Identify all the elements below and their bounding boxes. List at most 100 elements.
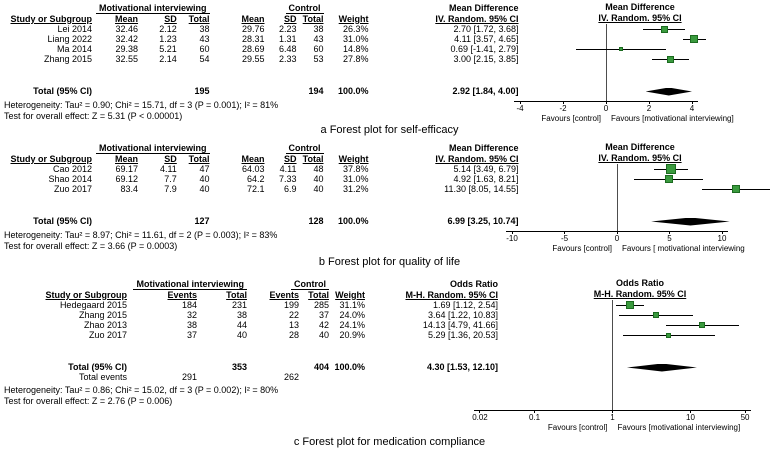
panel-caption-b: b Forest plot for quality of life <box>318 256 461 268</box>
col-mi-sd: SD <box>164 13 177 24</box>
plot-header: Mean Difference IV. Random. 95% CI <box>510 2 770 24</box>
plot-effect-model-label: IV. Random. 95% CI <box>598 13 682 23</box>
study-name-cell: Lei 2014 <box>57 24 92 34</box>
ctrl-events-cell: 13 <box>288 320 299 330</box>
ctrl-events-cell: 28 <box>288 330 299 340</box>
mi-total-cell: 40 <box>199 174 210 184</box>
favours-left-label: Favours [control] <box>552 244 612 253</box>
mi-mean-cell: 32.46 <box>115 24 139 34</box>
favours-right-label: Favours [ motivational interviewing <box>622 244 745 253</box>
study-row: Zhang 2015 32 38 22 37 24.0% 3.64 [1.22,… <box>4 310 500 320</box>
axis-tick-label: 0 <box>603 104 609 113</box>
effect-measure-header: Odds Ratio <box>449 278 498 289</box>
group1-label: Motivational interviewing <box>96 2 210 14</box>
mi-mean-cell: 29.38 <box>115 44 139 54</box>
mi-total-sum-cell: 353 <box>231 362 247 372</box>
ctrl-events-cell: 199 <box>283 300 299 310</box>
column-header-row: Study or Subgroup Events Total Events To… <box>4 289 500 300</box>
total-label-cell: Total (95% CI) <box>33 86 92 96</box>
axis-tick-label: 4 <box>689 104 695 113</box>
plot-header: Odds Ratio M-H. Random. 95% CI <box>510 278 770 300</box>
ctrl-sd-cell: 7.33 <box>278 174 297 184</box>
mi-total-sum-cell: 195 <box>194 86 210 96</box>
study-name-cell: Zhang 2015 <box>78 310 127 320</box>
total-effect-ci-cell: 2.92 [1.84, 4.00] <box>452 86 519 96</box>
group2-label: Control <box>291 278 329 290</box>
favours-left-label: Favours [control] <box>541 114 601 123</box>
group-header-row: Motivational interviewing Control Mean D… <box>4 2 521 14</box>
total-label-cell: Total (95% CI) <box>68 362 127 372</box>
total-weight-cell: 100.0% <box>337 216 369 226</box>
total-weight-cell: 100.0% <box>334 362 365 372</box>
axis-tick <box>564 231 565 234</box>
effect-ci-cell: 3.00 [2.15, 3.85] <box>453 54 519 64</box>
mi-sd-cell: 1.23 <box>159 34 177 44</box>
weight-cell: 24.1% <box>339 320 365 330</box>
plot-header: Mean Difference IV. Random. 95% CI <box>510 142 770 164</box>
group-header-row: Motivational interviewing Control Odds R… <box>4 278 500 290</box>
forest-plot-quality-of-life: -10 -5 0 5 10 Favours [control] Favours [ moti… <box>505 164 779 258</box>
axis-tick <box>534 410 535 413</box>
study-row: Zhang 2015 32.55 2.14 54 29.55 2.33 53 2… <box>4 54 521 64</box>
mi-total-cell: 40 <box>199 184 210 194</box>
total-diamond <box>651 217 730 226</box>
study-name-cell: Zhang 2015 <box>43 54 92 64</box>
ctrl-sd-cell: 4.11 <box>279 164 297 174</box>
axis-tick-label: 0.1 <box>528 413 541 422</box>
forest-panel-quality-of-life: Motivational interviewing Control Mean D… <box>0 142 779 276</box>
group1-label: Motivational interviewing <box>133 278 247 290</box>
ctrl-mean-cell: 28.31 <box>241 34 265 44</box>
effect-square <box>665 164 676 174</box>
effect-square <box>699 322 706 328</box>
col-ctrl-sd: SD <box>284 153 297 164</box>
plot-effect-model-label: IV. Random. 95% CI <box>598 153 682 163</box>
panel-caption-a: a Forest plot for self-efficacy <box>320 124 459 136</box>
axis-tick <box>691 101 693 104</box>
forest-plot-self-efficacy: -4 -2 0 2 4 Favours [control] Favours [motivat… <box>505 24 779 128</box>
effect-ci-cell: 1.69 [1.12, 2.54] <box>432 300 498 310</box>
effect-square <box>618 47 623 51</box>
weight-cell: 20.9% <box>339 330 365 340</box>
mi-sd-cell: 4.11 <box>159 164 177 174</box>
study-name-cell: Shao 2014 <box>48 174 92 184</box>
mi-sd-cell: 2.14 <box>159 54 177 64</box>
mi-events-cell: 38 <box>186 320 197 330</box>
weight-cell: 31.0% <box>342 34 369 44</box>
axis-tick <box>511 231 513 234</box>
total-label-cell: Total (95% CI) <box>33 216 92 226</box>
ctrl-total-cell: 40 <box>313 174 324 184</box>
ctrl-total-sum-cell: 128 <box>308 216 324 226</box>
mi-total-cell: 38 <box>199 24 210 34</box>
axis-tick-label: 5 <box>667 234 672 243</box>
null-effect-line <box>612 300 613 410</box>
effect-ci-cell: 11.30 [8.05, 14.55] <box>444 184 519 194</box>
mi-mean-cell: 83.4 <box>120 184 139 194</box>
col-mi-mean: Mean <box>115 13 139 24</box>
total-effect-ci-cell: 6.99 [3.25, 10.74] <box>447 216 519 226</box>
study-row: Lei 2014 32.46 2.12 38 29.76 2.23 38 26.… <box>4 24 521 34</box>
mi-sd-cell: 5.21 <box>159 44 177 54</box>
ctrl-total-cell: 285 <box>313 300 329 310</box>
effect-ci-cell: 14.13 [4.79, 41.66] <box>422 320 498 330</box>
ctrl-total-cell: 37 <box>318 310 329 320</box>
col-study: Study or Subgroup <box>45 289 128 300</box>
axis-tick <box>669 231 670 234</box>
group2-header: Control <box>212 2 326 14</box>
ctrl-mean-cell: 64.03 <box>241 164 265 174</box>
group1-header: Motivational interviewing <box>94 2 212 14</box>
col-study: Study or Subgroup <box>10 153 93 164</box>
col-ctrl-total: Total <box>302 153 324 164</box>
axis-tick <box>721 231 723 234</box>
mi-total-cell: 44 <box>236 320 247 330</box>
mi-total-cell: 43 <box>199 34 210 44</box>
effect-square <box>660 25 668 33</box>
col-study: Study or Subgroup <box>10 13 93 24</box>
forest-table-quality-of-life: Motivational interviewing Control Mean D… <box>4 142 521 226</box>
axis-tick <box>612 410 613 413</box>
study-name-cell: Ma 2014 <box>56 44 92 54</box>
group1-header: Motivational interviewing <box>94 142 212 154</box>
plot-effect-measure-label: Mean Difference <box>605 142 675 152</box>
col-effect-ci: IV. Random. 95% CI <box>435 153 519 164</box>
study-row: Ma 2014 29.38 5.21 60 28.69 6.48 60 14.8… <box>4 44 521 54</box>
ctrl-sd-cell: 2.23 <box>278 24 297 34</box>
